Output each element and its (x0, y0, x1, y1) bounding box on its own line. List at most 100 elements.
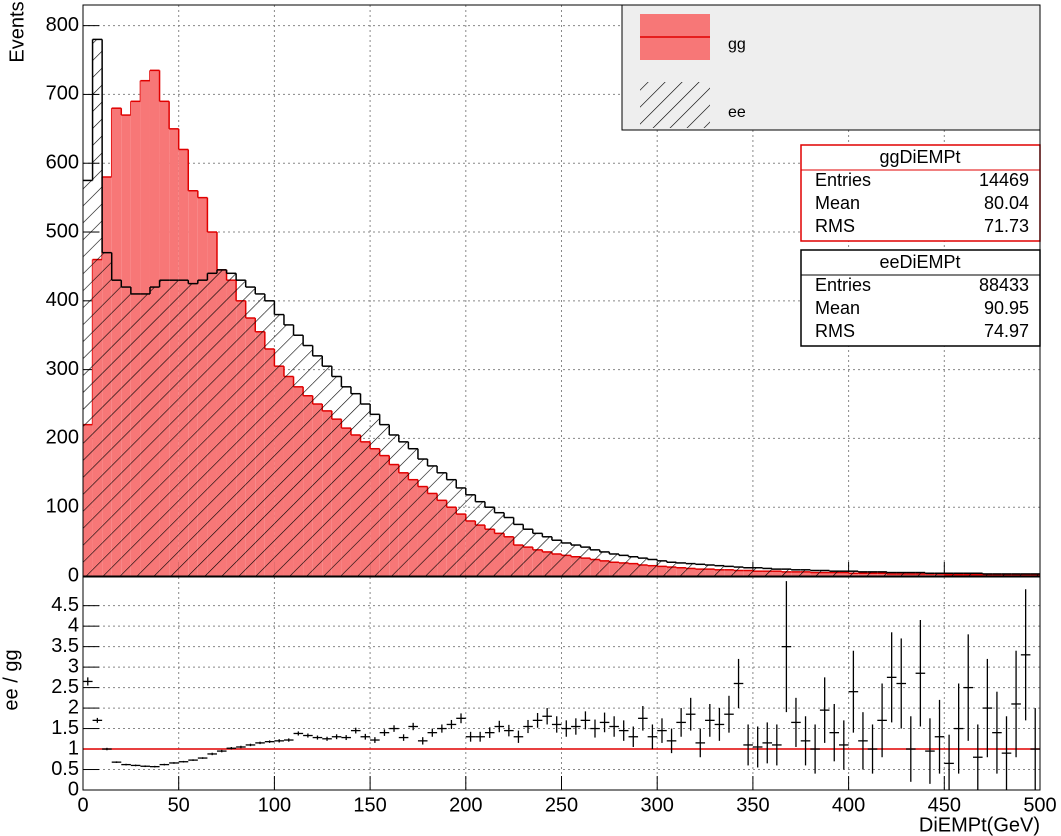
ee-bar (427, 465, 438, 576)
ee-bar (216, 269, 227, 576)
ee-bar (207, 273, 217, 576)
ee-bar (953, 573, 964, 576)
x-tick-label: 250 (545, 794, 578, 816)
ee-bar (877, 571, 887, 576)
ee-bar (111, 280, 122, 576)
ee-bar (666, 562, 677, 576)
stats-label: RMS (815, 216, 855, 236)
ee-bar (561, 542, 572, 576)
legend-label: ee (728, 104, 746, 121)
y-tick-label: 0.5 (51, 758, 79, 780)
ee-bar (169, 280, 179, 576)
ee-bar (303, 345, 313, 576)
ee-bar (379, 424, 390, 576)
ee-bar (274, 314, 284, 576)
ee-bar (236, 280, 246, 576)
ee-bar (389, 434, 399, 576)
ee-bar (896, 572, 907, 576)
ee-bar (465, 494, 476, 576)
ee-bar (446, 479, 457, 576)
ee-bar (398, 441, 409, 576)
x-tick-label: 500 (1023, 794, 1056, 816)
stats-value: 74.97 (984, 321, 1029, 341)
ee-bar (121, 287, 131, 576)
ee-bar (733, 567, 744, 576)
x-tick-label: 100 (258, 794, 291, 816)
ee-bar (590, 549, 600, 576)
ee-bar (571, 545, 581, 576)
ee-bar (149, 287, 160, 576)
y-tick-label: 2 (68, 696, 79, 718)
stats-title: ggDiEMPt (879, 147, 960, 167)
y-tick-label: 1 (68, 737, 79, 759)
ee-bar (226, 273, 237, 576)
ee-bar (800, 569, 811, 576)
y-tick-label: 0 (68, 778, 79, 800)
ee-bar (647, 559, 658, 576)
ee-bar (867, 571, 878, 576)
ee-bar (743, 567, 753, 576)
ee-bar (1020, 573, 1031, 576)
ee-bar (293, 335, 304, 576)
y-axis-title: ee / gg (0, 649, 22, 710)
y-tick-label: 0 (68, 564, 79, 586)
ee-bar (92, 39, 103, 577)
x-tick-label: 200 (449, 794, 482, 816)
ee-bar (532, 533, 543, 576)
ee-bar (322, 366, 332, 576)
stats-value: 90.95 (984, 298, 1029, 318)
stats-label: Entries (815, 170, 871, 190)
x-tick-label: 350 (736, 794, 769, 816)
ee-bar (283, 324, 294, 576)
legend-label: gg (728, 36, 746, 53)
ee-bar (197, 280, 208, 576)
ee-bar (657, 560, 667, 576)
ee-bar (944, 573, 954, 576)
ee-bar (609, 553, 619, 576)
y-tick-label: 600 (46, 152, 79, 174)
ee-bar (599, 551, 610, 576)
ee-bar (159, 280, 170, 576)
stats-label: Mean (815, 193, 860, 213)
ee-bar (724, 566, 734, 576)
legend-swatch (640, 82, 710, 128)
ee-bar (829, 571, 840, 576)
ee-bar (906, 572, 916, 576)
y-tick-label: 700 (46, 83, 79, 105)
stats-label: RMS (815, 321, 855, 341)
ee-bar (331, 376, 342, 576)
ee-bar (188, 283, 198, 576)
ee-bar (781, 569, 792, 576)
stats-value: 80.04 (984, 193, 1029, 213)
ee-bar (264, 300, 275, 576)
ee-bar (839, 571, 849, 576)
x-tick-label: 50 (168, 794, 190, 816)
x-axis-title: DiEMPt(GeV) (919, 814, 1040, 836)
ee-bar (370, 414, 380, 576)
y-axis-title: Events (6, 1, 28, 62)
ee-bar (140, 293, 150, 576)
x-tick-label: 0 (77, 794, 88, 816)
ee-bar (360, 404, 371, 576)
x-tick-label: 300 (641, 794, 674, 816)
ee-bar (504, 517, 514, 576)
ee-bar (858, 571, 868, 576)
stats-box (800, 249, 1041, 347)
ee-bar (810, 570, 820, 576)
plot-border (82, 4, 1041, 577)
ee-bar (886, 572, 897, 576)
stats-value: 71.73 (984, 216, 1029, 236)
plot-border (82, 576, 1041, 791)
ee-bar (685, 563, 696, 576)
ee-bar (1001, 573, 1012, 576)
ee-bar (934, 573, 945, 576)
y-tick-label: 800 (46, 14, 79, 36)
ee-bar (705, 564, 715, 576)
ee-bar (973, 573, 983, 576)
y-tick-label: 2.5 (51, 676, 79, 698)
y-tick-label: 200 (46, 427, 79, 449)
stats-label: Mean (815, 298, 860, 318)
ee-bar (915, 572, 926, 576)
ee-bar (638, 558, 648, 576)
ee-bar (676, 562, 686, 576)
